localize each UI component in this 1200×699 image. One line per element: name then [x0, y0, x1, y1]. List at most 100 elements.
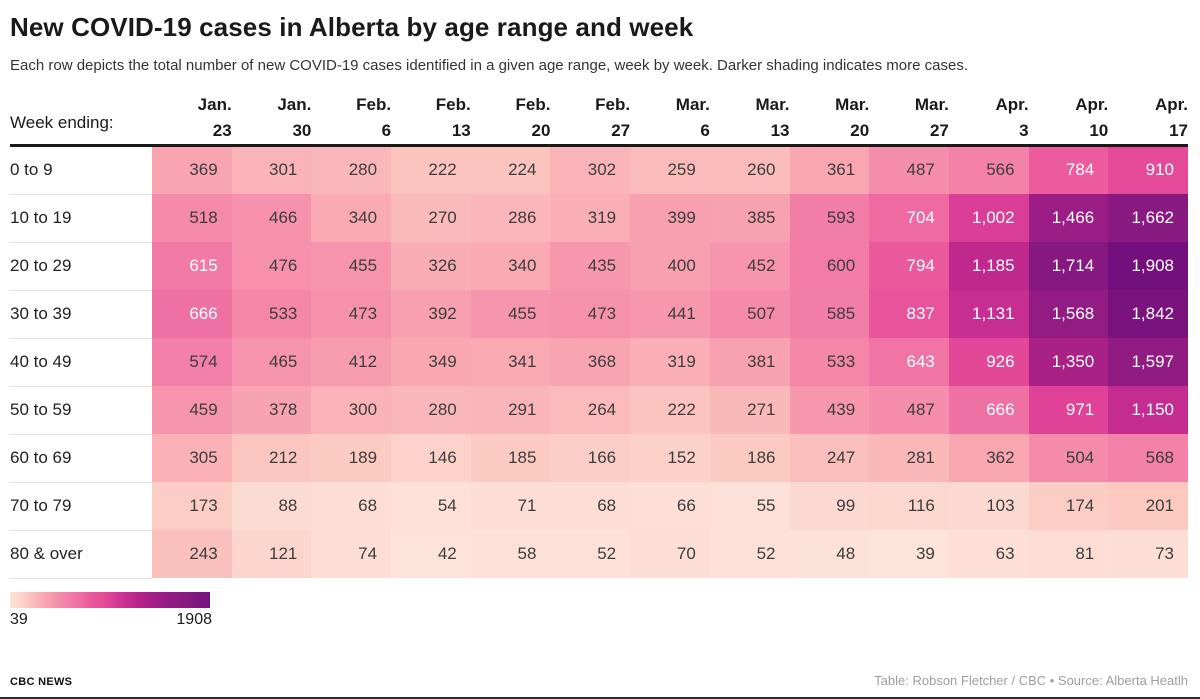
heatmap-cell: 280 — [391, 386, 471, 434]
heatmap-cell: 1,842 — [1108, 290, 1188, 338]
heatmap-cell: 574 — [152, 338, 232, 386]
heatmap-cell: 174 — [1028, 482, 1109, 530]
heatmap-cell: 585 — [789, 290, 870, 338]
heatmap-cell: 70 — [630, 530, 710, 578]
column-header: Mar. 6 — [630, 91, 710, 147]
heatmap-cell: 459 — [152, 386, 232, 434]
heatmap-cell: 369 — [152, 145, 232, 194]
heatmap-cell: 201 — [1108, 482, 1188, 530]
heatmap-cell: 326 — [391, 242, 471, 290]
table-body: 0 to 9 369 301 280 222 224 302 259 260 361 487 566 7… — [10, 145, 1188, 579]
heatmap-cell: 186 — [709, 434, 790, 482]
heatmap-cell: 300 — [311, 386, 392, 434]
heatmap-cell: 270 — [391, 194, 471, 242]
heatmap-cell: 68 — [311, 482, 392, 530]
column-header: Feb. 6 — [311, 91, 392, 147]
heatmap-cell: 378 — [231, 386, 312, 434]
column-header: Jan. 23 — [152, 91, 232, 147]
heatmap-cell: 507 — [709, 290, 790, 338]
heatmap-cell: 412 — [311, 338, 392, 386]
column-header: Apr. 17 — [1108, 91, 1188, 147]
table-row: 60 to 69 305 212 189 146 185 166 152 186 247 281 36… — [10, 434, 1188, 483]
heatmap-cell: 341 — [470, 338, 551, 386]
heatmap-cell: 704 — [869, 194, 949, 242]
heatmap-cell: 566 — [948, 145, 1029, 194]
heatmap-cell: 116 — [869, 482, 949, 530]
heatmap-cell: 319 — [630, 338, 710, 386]
heatmap-cell: 533 — [231, 290, 312, 338]
heatmap-cell: 1,714 — [1028, 242, 1109, 290]
heatmap-cell: 666 — [152, 290, 232, 338]
table-row: 70 to 79 173 88 68 54 71 68 66 55 99 116 103 174 201 — [10, 482, 1188, 531]
heatmap-cell: 224 — [470, 145, 551, 194]
heatmap-cell: 291 — [470, 386, 551, 434]
heatmap-cell: 264 — [550, 386, 631, 434]
heatmap-cell: 504 — [1028, 434, 1109, 482]
column-header: Feb. 20 — [470, 91, 551, 147]
brand-label: CBC NEWS — [10, 676, 73, 688]
heatmap-cell: 362 — [948, 434, 1029, 482]
heatmap-cell: 58 — [470, 530, 551, 578]
heatmap-cell: 222 — [391, 145, 471, 194]
heatmap-cell: 1,466 — [1028, 194, 1109, 242]
row-label: 0 to 9 — [10, 145, 152, 195]
heatmap-cell: 1,597 — [1108, 338, 1188, 386]
heatmap-cell: 837 — [869, 290, 949, 338]
heatmap-cell: 68 — [550, 482, 631, 530]
heatmap-cell: 173 — [152, 482, 232, 530]
heatmap-cell: 435 — [550, 242, 631, 290]
heatmap-cell: 166 — [550, 434, 631, 482]
heatmap-cell: 643 — [869, 338, 949, 386]
heatmap-cell: 473 — [311, 290, 392, 338]
row-label: 50 to 59 — [10, 386, 152, 435]
heatmap-cell: 399 — [630, 194, 710, 242]
heatmap-cell: 280 — [311, 145, 392, 194]
heatmap-cell: 52 — [550, 530, 631, 578]
heatmap-table: Week ending: Jan. 23 Jan. 30 Feb. 6 Feb. 13 Feb. 2… — [10, 91, 1188, 579]
bottom-edge-divider — [0, 697, 1200, 699]
chart-card: New COVID-19 cases in Alberta by age ran… — [10, 12, 1188, 688]
heatmap-cell: 54 — [391, 482, 471, 530]
heatmap-cell: 305 — [152, 434, 232, 482]
table-row: 0 to 9 369 301 280 222 224 302 259 260 361 487 566 7… — [10, 145, 1188, 195]
heatmap-cell: 1,150 — [1108, 386, 1188, 434]
heatmap-cell: 1,185 — [948, 242, 1029, 290]
row-label: 80 & over — [10, 530, 152, 579]
heatmap-cell: 487 — [869, 386, 949, 434]
heatmap-cell: 340 — [470, 242, 551, 290]
heatmap-cell: 243 — [152, 530, 232, 578]
heatmap-cell: 381 — [709, 338, 790, 386]
heatmap-cell: 392 — [391, 290, 471, 338]
heatmap-cell: 452 — [709, 242, 790, 290]
heatmap-cell: 260 — [709, 145, 790, 194]
heatmap-cell: 368 — [550, 338, 631, 386]
table-row: 30 to 39 666 533 473 392 455 473 441 507 585 837 1,… — [10, 290, 1188, 339]
heatmap-cell: 222 — [630, 386, 710, 434]
chart-footer: CBC NEWS Table: Robson Fletcher / CBC • … — [10, 673, 1188, 688]
heatmap-cell: 71 — [470, 482, 551, 530]
heatmap-cell: 441 — [630, 290, 710, 338]
column-header: Jan. 30 — [231, 91, 312, 147]
table-header: Week ending: Jan. 23 Jan. 30 Feb. 6 Feb. 13 Feb. 2… — [10, 91, 1188, 147]
heatmap-cell: 455 — [311, 242, 392, 290]
heatmap-cell: 439 — [789, 386, 870, 434]
row-label: 30 to 39 — [10, 290, 152, 339]
heatmap-cell: 271 — [709, 386, 790, 434]
heatmap-cell: 42 — [391, 530, 471, 578]
heatmap-cell: 103 — [948, 482, 1029, 530]
column-header: Mar. 13 — [709, 91, 790, 147]
heatmap-cell: 533 — [789, 338, 870, 386]
heatmap-cell: 593 — [789, 194, 870, 242]
heatmap-cell: 487 — [869, 145, 949, 194]
heatmap-cell: 361 — [789, 145, 870, 194]
legend-min-label: 39 — [10, 610, 28, 628]
heatmap-cell: 1,350 — [1028, 338, 1109, 386]
week-ending-label: Week ending: — [10, 91, 152, 147]
row-label: 60 to 69 — [10, 434, 152, 483]
row-label: 70 to 79 — [10, 482, 152, 531]
heatmap-cell: 81 — [1028, 530, 1109, 578]
heatmap-cell: 189 — [311, 434, 392, 482]
heatmap-cell: 302 — [550, 145, 631, 194]
table-row: 50 to 59 459 378 300 280 291 264 222 271 439 487 66… — [10, 386, 1188, 435]
table-row: 20 to 29 615 476 455 326 340 435 400 452 600 794 1,… — [10, 242, 1188, 291]
